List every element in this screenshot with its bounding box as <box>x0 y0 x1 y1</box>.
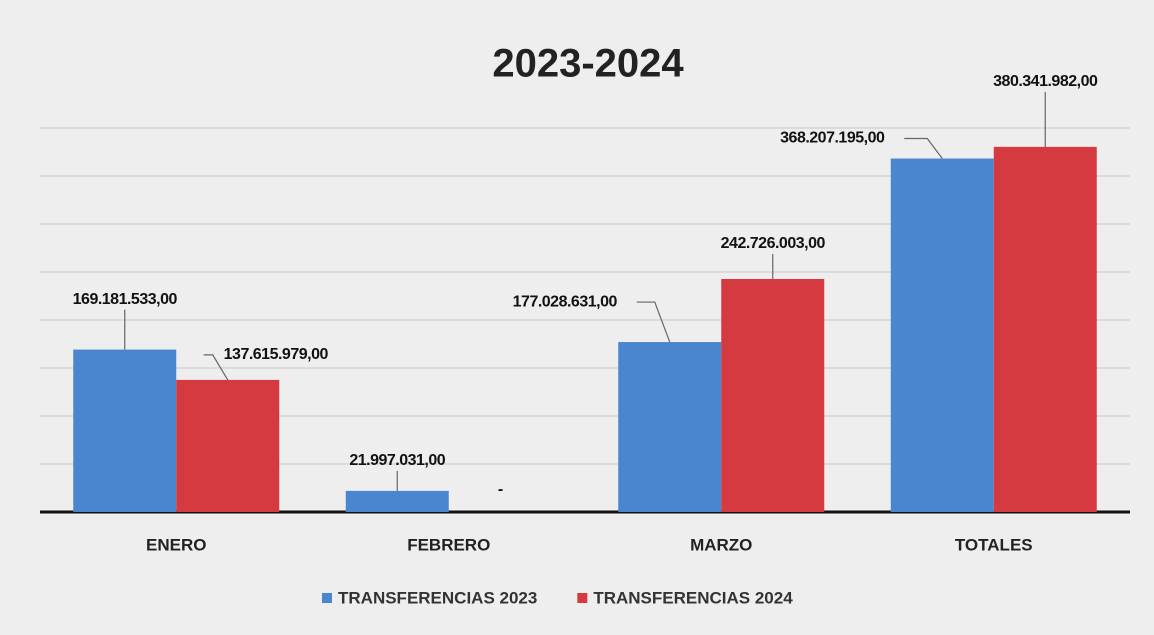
leader-line <box>636 301 671 343</box>
x-tick-label: FEBRERO <box>407 535 490 554</box>
bar <box>993 146 1097 512</box>
bar <box>890 158 994 512</box>
data-label: 169.181.533,00 <box>73 291 178 308</box>
data-label: - <box>498 481 503 498</box>
legend-swatch <box>577 593 588 603</box>
bar <box>345 490 449 512</box>
data-label: 242.726.003,00 <box>721 235 826 252</box>
bar <box>721 278 825 512</box>
legend-swatch <box>322 593 332 603</box>
leader-line <box>203 354 229 381</box>
data-label: 21.997.031,00 <box>349 452 445 469</box>
x-tick-label: ENERO <box>146 535 206 554</box>
data-label: 368.207.195,00 <box>780 130 885 147</box>
chart-title: 2023-2024 <box>492 42 684 86</box>
bar <box>618 342 722 512</box>
data-label: 380.341.982,00 <box>993 73 1098 90</box>
legend-label: TRANSFERENCIAS 2023 <box>338 588 537 607</box>
x-tick-label: TOTALES <box>955 535 1033 554</box>
bar <box>176 379 280 512</box>
bar <box>73 349 177 512</box>
legend-label: TRANSFERENCIAS 2024 <box>593 588 793 607</box>
data-label: 177.028.631,00 <box>513 293 618 310</box>
x-tick-label: MARZO <box>690 535 752 554</box>
leader-line <box>904 137 943 159</box>
data-label: 137.615.979,00 <box>224 346 329 363</box>
